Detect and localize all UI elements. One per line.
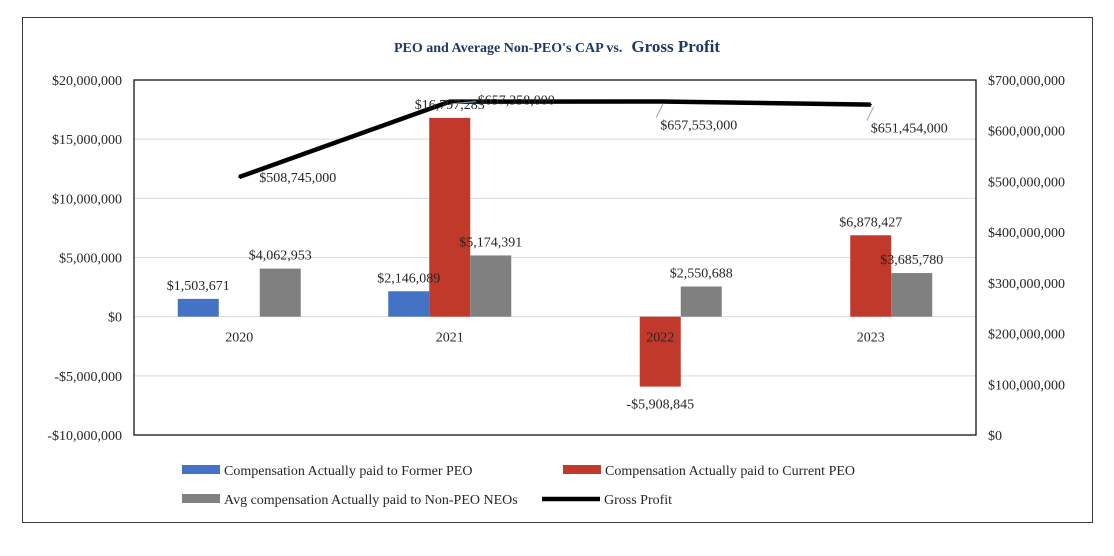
right-tick-label: $300,000,000 <box>988 277 1065 292</box>
non-peo-label: $3,685,780 <box>880 253 943 268</box>
legend-non-peo: Avg compensation Actually paid to Non-PE… <box>182 493 518 508</box>
gross-profit-point <box>448 100 451 103</box>
left-axis: $20,000,000 $15,000,000 $10,000,000 $5,000,… <box>47 74 122 444</box>
legend-swatch <box>182 494 220 503</box>
left-tick-label: $5,000,000 <box>59 252 122 267</box>
legend-gross-profit: Gross Profit <box>542 493 672 508</box>
leader-line <box>452 101 476 105</box>
gross-profit-line-path <box>238 99 871 180</box>
former-peo-bar <box>388 291 430 317</box>
non-peo-label: $4,062,953 <box>249 249 312 264</box>
left-tick-label: -$5,000,000 <box>54 370 122 385</box>
gross-profit-point <box>238 175 241 178</box>
right-tick-label: $700,000,000 <box>988 74 1065 89</box>
legend-swatch <box>563 465 601 474</box>
gross-profit-line <box>238 99 872 180</box>
legend: Compensation Actually paid to Former PEO… <box>182 464 855 508</box>
legend-swatch <box>182 465 220 474</box>
non-peo-bar <box>470 255 512 317</box>
gross-profit-label: $657,358,000 <box>478 94 555 109</box>
current-peo-label: $16,797,283 <box>415 98 485 113</box>
legend-current-peo: Compensation Actually paid to Current PE… <box>563 464 855 479</box>
chart-title-emph: Gross Profit <box>631 37 720 56</box>
category-labels: 2020 2021 2022 2023 <box>225 331 885 346</box>
chart-title-main: PEO and Average Non-PEO's CAP vs. <box>394 41 622 56</box>
right-tick-label: $500,000,000 <box>988 175 1065 190</box>
left-tick-label: $10,000,000 <box>52 192 122 207</box>
former-peo-bar <box>177 298 219 317</box>
non-peo-bar <box>259 268 301 317</box>
current-peo-bar <box>429 117 471 317</box>
former-peo-label: $2,146,089 <box>377 271 440 286</box>
right-tick-label: $400,000,000 <box>988 226 1065 241</box>
legend-label: Gross Profit <box>604 493 672 508</box>
non-peo-bar <box>891 273 933 317</box>
non-peo-bar <box>680 286 722 317</box>
legend-former-peo: Compensation Actually paid to Former PEO <box>182 464 472 479</box>
left-tick-label: -$10,000,000 <box>47 429 122 444</box>
chart-title: PEO and Average Non-PEO's CAP vs. Gross … <box>394 37 720 56</box>
gross-profit-point <box>869 103 872 106</box>
former-peo-label: $1,503,671 <box>167 279 230 294</box>
left-tick-label: $0 <box>108 311 122 326</box>
leader-line <box>655 103 664 118</box>
right-tick-label: $600,000,000 <box>988 125 1065 140</box>
category-label: 2022 <box>646 331 674 346</box>
right-tick-label: $0 <box>988 429 1002 444</box>
current-peo-bar <box>639 316 681 387</box>
right-tick-label: $200,000,000 <box>988 328 1065 343</box>
gross-profit-label: $657,553,000 <box>660 119 737 134</box>
category-label: 2020 <box>225 331 253 346</box>
gridlines <box>134 138 976 377</box>
category-label: 2021 <box>436 331 464 346</box>
gross-profit-label: $651,454,000 <box>871 122 948 137</box>
non-peo-label: $2,550,688 <box>670 266 733 281</box>
plot-area-border <box>133 79 977 436</box>
data-labels: $1,503,671 $4,062,953 $2,146,089 $16,797,28… <box>167 94 948 413</box>
left-tick-label: $20,000,000 <box>52 74 122 89</box>
gross-profit-label: $508,745,000 <box>259 171 336 186</box>
leader-line <box>866 106 875 121</box>
gross-profit-point <box>659 100 662 103</box>
bars <box>177 117 933 387</box>
category-label: 2023 <box>857 331 885 346</box>
non-peo-label: $5,174,391 <box>459 235 522 250</box>
legend-label: Compensation Actually paid to Current PE… <box>605 464 855 479</box>
current-peo-bar <box>850 235 892 317</box>
right-tick-label: $100,000,000 <box>988 378 1065 393</box>
legend-label: Compensation Actually paid to Former PEO <box>224 464 472 479</box>
current-peo-label: -$5,908,845 <box>626 398 694 413</box>
current-peo-label: $6,878,427 <box>839 215 902 230</box>
left-tick-label: $15,000,000 <box>52 133 122 148</box>
legend-label: Avg compensation Actually paid to Non-PE… <box>224 493 518 508</box>
right-axis: $700,000,000 $600,000,000 $500,000,000 $400… <box>988 74 1065 444</box>
